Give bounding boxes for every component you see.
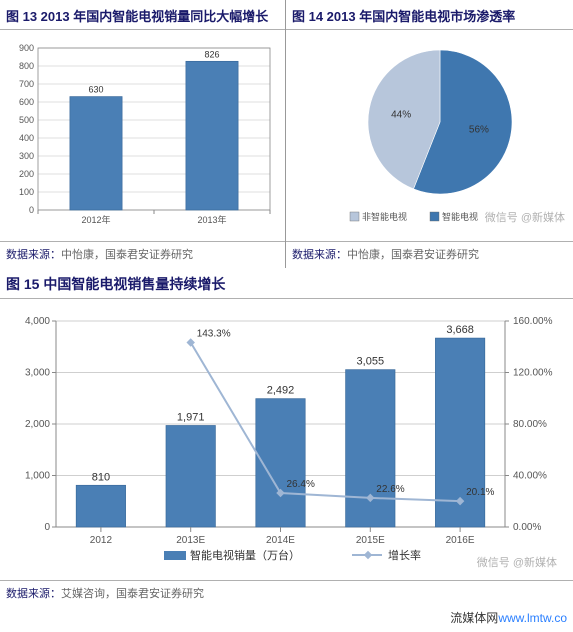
svg-text:0: 0	[29, 205, 34, 215]
svg-text:900: 900	[19, 43, 34, 53]
source-label: 数据来源：	[292, 249, 347, 261]
figure-14-title: 图 14 2013 年国内智能电视市场渗透率	[286, 0, 573, 30]
svg-text:100: 100	[19, 187, 34, 197]
svg-text:2013年: 2013年	[197, 214, 226, 225]
svg-text:2013E: 2013E	[176, 535, 205, 546]
svg-text:44%: 44%	[391, 110, 411, 121]
svg-text:80.00%: 80.00%	[513, 419, 547, 430]
svg-text:810: 810	[92, 471, 110, 483]
svg-text:800: 800	[19, 61, 34, 71]
figure-14: 图 14 2013 年国内智能电视市场渗透率 56% 44% 非智能电视 智能电视 微…	[286, 0, 573, 268]
svg-text:500: 500	[19, 115, 34, 125]
source-text: 中怡康，国泰君安证券研究	[61, 249, 193, 261]
figure-13-source: 数据来源：中怡康，国泰君安证券研究	[0, 241, 285, 268]
svg-text:3,055: 3,055	[357, 356, 385, 368]
watermark-icon: 微信号 @新媒体	[485, 209, 565, 225]
svg-text:20.1%: 20.1%	[466, 487, 494, 498]
svg-text:2012年: 2012年	[81, 214, 110, 225]
svg-text:2016E: 2016E	[446, 535, 475, 546]
svg-text:增长率: 增长率	[388, 548, 421, 562]
svg-text:400: 400	[19, 133, 34, 143]
svg-text:2,492: 2,492	[267, 385, 295, 397]
source-label: 数据来源：	[6, 588, 61, 600]
svg-text:3,668: 3,668	[446, 324, 474, 336]
svg-text:2014E: 2014E	[266, 535, 295, 546]
figure-13-chart: 0 100 200 300 400 500 600 700 800 900 630 2012年 826 2…	[0, 30, 285, 241]
svg-text:2,000: 2,000	[25, 419, 50, 430]
svg-text:143.3%: 143.3%	[197, 329, 231, 340]
svg-text:700: 700	[19, 79, 34, 89]
svg-text:26.4%: 26.4%	[287, 479, 315, 490]
figure-14-chart: 56% 44% 非智能电视 智能电视 微信号 @新媒体	[286, 30, 573, 241]
source-text: 中怡康，国泰君安证券研究	[347, 249, 479, 261]
svg-text:300: 300	[19, 151, 34, 161]
svg-text:22.6%: 22.6%	[376, 484, 404, 495]
svg-text:智能电视: 智能电视	[442, 211, 478, 222]
svg-text:200: 200	[19, 169, 34, 179]
source-label: 数据来源：	[6, 249, 61, 261]
svg-text:非智能电视: 非智能电视	[362, 211, 407, 222]
svg-text:2012: 2012	[90, 535, 113, 546]
svg-text:40.00%: 40.00%	[513, 471, 547, 482]
svg-text:2015E: 2015E	[356, 535, 385, 546]
svg-text:630: 630	[88, 85, 103, 95]
svg-text:120.00%: 120.00%	[513, 368, 553, 379]
watermark-icon: 微信号 @新媒体	[477, 554, 557, 570]
svg-text:160.00%: 160.00%	[513, 316, 553, 327]
source-text: 艾媒咨询，国泰君安证券研究	[61, 588, 204, 600]
svg-text:智能电视销量（万台）: 智能电视销量（万台）	[190, 548, 300, 562]
svg-text:56%: 56%	[469, 124, 489, 135]
svg-text:1,000: 1,000	[25, 471, 50, 482]
figure-13: 图 13 2013 年国内智能电视销量同比大幅增长 0 100 200 300 400 5…	[0, 0, 286, 268]
svg-text:600: 600	[19, 97, 34, 107]
figure-15-title: 图 15 中国智能电视销售量持续增长	[0, 268, 573, 299]
svg-text:1,971: 1,971	[177, 411, 205, 423]
figure-15-chart: 0 1,000 2,000 3,000 4,000 0.00% 40.00% 80.00% 12…	[0, 299, 573, 580]
svg-text:826: 826	[204, 49, 219, 59]
svg-text:0.00%: 0.00%	[513, 522, 541, 533]
site-watermark: 流媒体网www.lmtw.co	[0, 607, 573, 632]
figure-14-source: 数据来源：中怡康，国泰君安证券研究	[286, 241, 573, 268]
figure-15: 图 15 中国智能电视销售量持续增长 0 1,000 2,000 3,000 4,000…	[0, 268, 573, 607]
svg-text:0: 0	[44, 522, 50, 533]
svg-text:4,000: 4,000	[25, 316, 50, 327]
figure-13-title: 图 13 2013 年国内智能电视销量同比大幅增长	[0, 0, 285, 30]
svg-text:3,000: 3,000	[25, 368, 50, 379]
